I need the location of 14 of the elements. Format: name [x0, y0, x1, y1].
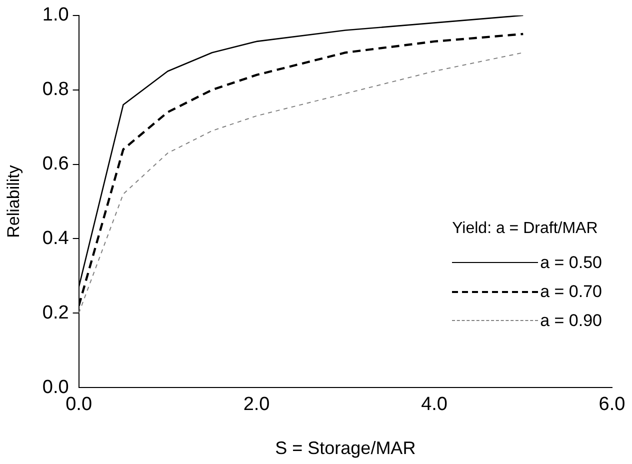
y-tick-label: 0.4 [42, 228, 70, 249]
x-tick-label: 2.0 [243, 394, 270, 416]
text: a = 0.50 [540, 252, 602, 273]
x-axis-title: S = Storage/MAR [275, 438, 416, 458]
x-tick-label: 6.0 [598, 394, 626, 416]
y-tick-label: 0.8 [42, 79, 69, 100]
y-axis-title: Reliability [4, 164, 23, 238]
legend-title: Yield: a = Draft/MAR [452, 220, 599, 238]
x-tick-label: 4.0 [421, 394, 448, 416]
text: a = 0.70 [540, 282, 602, 302]
y-tick-label: 1.0 [42, 4, 69, 26]
y-tick-label: 0.6 [42, 154, 69, 175]
y-tick-label: 0.2 [42, 302, 69, 324]
text: a = 0.90 [540, 310, 602, 331]
